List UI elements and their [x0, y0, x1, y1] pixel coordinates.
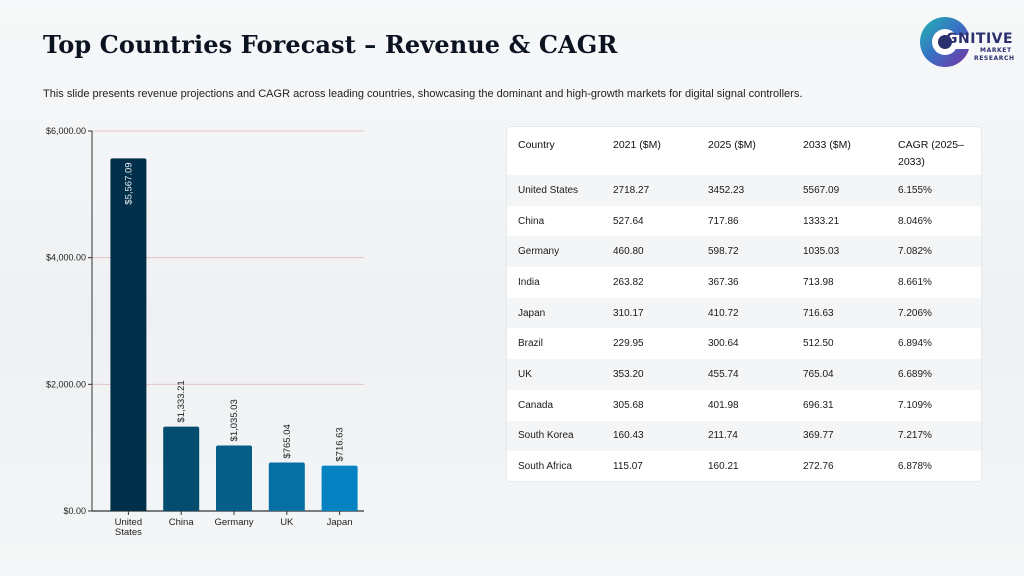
y-tick-label: $6,000.00 — [46, 126, 86, 136]
value-cell: 272.76 — [792, 451, 887, 481]
x-tick-label: Japan — [327, 517, 353, 528]
value-cell: 1333.21 — [792, 205, 887, 237]
bar — [268, 462, 305, 511]
table-row: United States 2718.27 3452.23 5567.09 6.155% — [507, 175, 981, 206]
data-label: $5,567.09 — [123, 162, 134, 204]
logo-subline-2: RESEARCH — [974, 55, 1015, 62]
page-title: Top Countries Forecast – Revenue & CAGR — [43, 30, 618, 59]
value-cell: 229.95 — [602, 328, 697, 360]
y-tick-label: $0.00 — [63, 506, 86, 516]
table-row: UK 353.20 455.74 765.04 6.689% — [507, 359, 981, 390]
value-cell: 713.98 — [792, 267, 887, 298]
country-cell: South Korea — [507, 420, 602, 452]
value-cell: 2718.27 — [602, 175, 697, 206]
bar — [110, 158, 147, 511]
y-tick-label: $2,000.00 — [46, 379, 86, 389]
value-cell: 353.20 — [602, 359, 697, 390]
value-cell: 410.72 — [697, 297, 792, 329]
country-cell: Brazil — [507, 328, 602, 360]
table-row: Japan 310.17 410.72 716.63 7.206% — [507, 297, 981, 329]
table-row: Germany 460.80 598.72 1035.03 7.082% — [507, 236, 981, 268]
table-row: Brazil 229.95 300.64 512.50 6.894% — [507, 328, 981, 360]
value-cell: 512.50 — [792, 328, 887, 360]
x-tick-label: States — [115, 527, 142, 538]
table-row: South Korea 160.43 211.74 369.77 7.217% — [507, 420, 981, 452]
value-cell: 263.82 — [602, 267, 697, 298]
value-cell: 300.64 — [697, 328, 792, 360]
x-tick-label: Germany — [214, 517, 253, 528]
x-tick-label: United — [115, 517, 142, 528]
value-cell: 6.894% — [887, 328, 981, 360]
table-header-cell: CAGR (2025– 2033) — [898, 139, 964, 168]
logo-text: GNITIVE MARKET RESEARCH — [946, 28, 1014, 62]
value-cell: 310.17 — [602, 297, 697, 329]
value-cell: 455.74 — [697, 359, 792, 390]
value-cell: 527.64 — [602, 205, 697, 237]
value-cell: 160.43 — [602, 420, 697, 452]
bar — [163, 426, 200, 511]
value-cell: 3452.23 — [697, 175, 792, 206]
value-cell: 367.36 — [697, 267, 792, 298]
forecast-table: Country 2021 ($M) 2025 ($M) 2033 ($M) CAGR (… — [507, 127, 981, 481]
country-cell: Germany — [507, 236, 602, 268]
value-cell: 7.109% — [887, 389, 981, 421]
bar — [321, 465, 358, 511]
value-cell: 6.155% — [887, 175, 981, 206]
data-label: $1,333.21 — [176, 380, 187, 422]
country-cell: Japan — [507, 297, 602, 329]
country-cell: United States — [507, 175, 602, 206]
value-cell: 5567.09 — [792, 175, 887, 206]
country-cell: Canada — [507, 389, 602, 421]
value-cell: 717.86 — [697, 205, 792, 237]
data-label: $1,035.03 — [229, 399, 240, 441]
logo-word: GNITIVE — [946, 31, 1014, 47]
bar — [216, 445, 252, 511]
value-cell: 8.046% — [887, 205, 981, 237]
value-cell: 7.206% — [887, 297, 981, 329]
data-label: $716.63 — [335, 427, 346, 461]
value-cell: 7.082% — [887, 236, 981, 268]
x-tick-label: China — [169, 517, 195, 528]
value-cell: 160.21 — [697, 451, 792, 481]
table-row: Canada 305.68 401.98 696.31 7.109% — [507, 389, 981, 421]
y-tick-label: $4,000.00 — [46, 253, 86, 263]
country-cell: India — [507, 267, 602, 298]
table-header-cell: 2021 ($M) — [613, 139, 661, 151]
country-cell: UK — [507, 359, 602, 390]
value-cell: 460.80 — [602, 236, 697, 268]
value-cell: 696.31 — [792, 389, 887, 421]
value-cell: 598.72 — [697, 236, 792, 268]
data-label: $765.04 — [282, 424, 293, 458]
page-subtitle: This slide presents revenue projections … — [43, 88, 803, 100]
table-header-cell: Country — [518, 139, 555, 151]
table-row: South Africa 115.07 160.21 272.76 6.878% — [507, 451, 981, 481]
table-row: India 263.82 367.36 713.98 8.661% — [507, 267, 981, 298]
forecast-table-card: Country 2021 ($M) 2025 ($M) 2033 ($M) CAGR (… — [506, 126, 982, 482]
table-header-cell: 2025 ($M) — [708, 139, 756, 151]
country-cell: South Africa — [507, 451, 602, 481]
value-cell: 211.74 — [697, 420, 792, 452]
value-cell: 6.878% — [887, 451, 981, 481]
cognitive-logo-icon — [920, 17, 970, 67]
value-cell: 1035.03 — [792, 236, 887, 268]
table-header-row: Country 2021 ($M) 2025 ($M) 2033 ($M) CAGR (… — [507, 127, 981, 175]
table-header-cell: 2033 ($M) — [803, 139, 851, 151]
x-tick-label: UK — [280, 517, 294, 528]
value-cell: 401.98 — [697, 389, 792, 421]
value-cell: 115.07 — [602, 451, 697, 481]
table-row: China 527.64 717.86 1333.21 8.046% — [507, 205, 981, 237]
value-cell: 765.04 — [792, 359, 887, 390]
value-cell: 716.63 — [792, 297, 887, 329]
value-cell: 305.68 — [602, 389, 697, 421]
value-cell: 7.217% — [887, 420, 981, 452]
value-cell: 6.689% — [887, 359, 981, 390]
country-cell: China — [507, 205, 602, 237]
value-cell: 369.77 — [792, 420, 887, 452]
value-cell: 8.661% — [887, 267, 981, 298]
logo-subline-1: MARKET — [980, 47, 1012, 54]
